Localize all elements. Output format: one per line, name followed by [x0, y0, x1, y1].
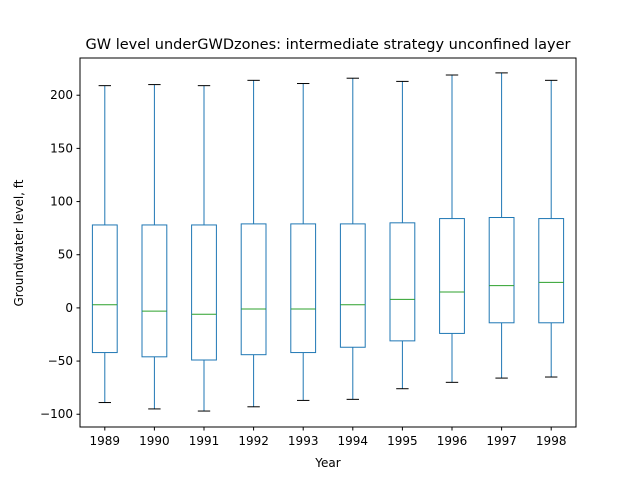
x-tick-label: 1990 [139, 434, 170, 448]
box-1993 [290, 83, 317, 401]
x-tick-label: 1993 [288, 434, 319, 448]
x-tick-label: 1997 [486, 434, 517, 448]
x-tick-label: 1995 [387, 434, 418, 448]
x-tick-label: 1994 [338, 434, 369, 448]
box-1996 [439, 74, 465, 383]
y-axis: −100 −50 0 50 100 150 200 [40, 88, 80, 421]
box-1991 [191, 85, 217, 412]
box-1989 [91, 85, 118, 404]
plot-frame [79, 57, 577, 428]
x-tick-label: 1996 [437, 434, 468, 448]
box-1992 [240, 79, 267, 408]
box-iqr [538, 218, 565, 324]
box-1995 [389, 80, 416, 390]
box-iqr [439, 218, 465, 334]
x-axis-label: Year [314, 456, 340, 470]
box-iqr [488, 217, 515, 324]
box-iqr [191, 224, 217, 361]
y-tick-label: 0 [65, 301, 73, 315]
chart-title: GW level underGWDzones: intermediate str… [86, 37, 571, 53]
box-iqr [141, 224, 168, 358]
x-tick-label: 1991 [189, 434, 220, 448]
y-tick-label: 100 [50, 195, 73, 209]
box-iqr [240, 223, 267, 356]
y-tick-label: 200 [50, 88, 73, 102]
x-tick-label: 1998 [536, 434, 567, 448]
box-1994 [339, 77, 366, 400]
box-iqr [290, 223, 317, 354]
box-1990 [141, 84, 168, 410]
x-tick-label: 1989 [90, 434, 121, 448]
box-iqr [339, 223, 366, 348]
x-axis: 1989 1990 1991 1992 1993 1994 1995 1996 1997 1998 [90, 427, 567, 448]
x-tick-label: 1992 [238, 434, 269, 448]
box-1997 [488, 72, 515, 379]
y-tick-label: −50 [48, 354, 73, 368]
y-axis-label: Groundwater level, ft [12, 179, 26, 306]
box-iqr [91, 224, 118, 354]
y-tick-label: 50 [58, 248, 73, 262]
box-iqr [389, 222, 416, 342]
box-1998 [538, 79, 565, 378]
y-tick-label: −100 [40, 407, 73, 421]
plot-area [79, 57, 577, 428]
y-tick-label: 150 [50, 141, 73, 155]
